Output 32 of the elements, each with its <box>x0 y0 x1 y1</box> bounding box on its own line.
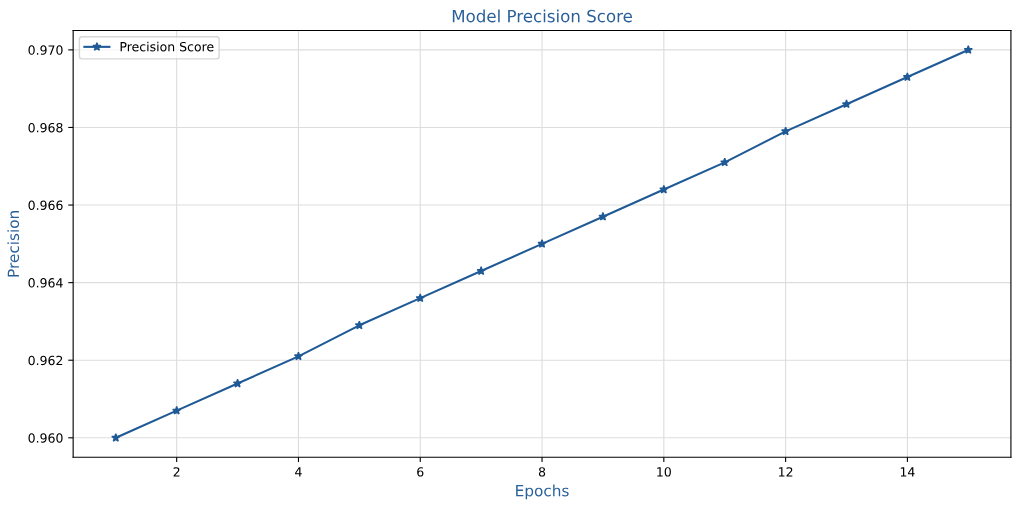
x-tick-label: 12 <box>779 467 793 477</box>
chart-title: Model Precision Score <box>452 9 632 23</box>
point <box>902 72 913 82</box>
x-tick-label: 6 <box>417 467 424 477</box>
point <box>537 238 547 248</box>
y-tick-label: 0.966 <box>28 200 63 210</box>
point <box>963 45 973 54</box>
point <box>232 378 243 388</box>
point <box>780 126 791 136</box>
y-axis-title: Precision <box>7 211 20 277</box>
point <box>841 99 852 109</box>
point <box>598 211 608 221</box>
legend-label: Precision Score <box>120 41 214 52</box>
y-tick-label: 0.962 <box>28 355 63 366</box>
x-tick-label: 2 <box>173 467 180 477</box>
point <box>415 293 425 303</box>
point <box>476 266 486 276</box>
x-axis-title: Epochs <box>516 484 569 500</box>
x-tick-label: 14 <box>900 467 915 477</box>
x-tick-label: 10 <box>657 467 671 477</box>
y-tick-label: 0.968 <box>28 122 63 133</box>
point <box>720 157 730 167</box>
point <box>293 351 304 361</box>
x-tick-label: 8 <box>538 467 546 477</box>
x-tick-label: 4 <box>295 467 302 477</box>
point <box>659 184 669 194</box>
point <box>354 320 365 330</box>
y-tick-label: 0.964 <box>28 278 63 288</box>
y-tick-label: 0.970 <box>28 45 63 55</box>
point <box>172 405 182 415</box>
y-tick-label: 0.960 <box>28 433 63 443</box>
point <box>111 432 121 442</box>
